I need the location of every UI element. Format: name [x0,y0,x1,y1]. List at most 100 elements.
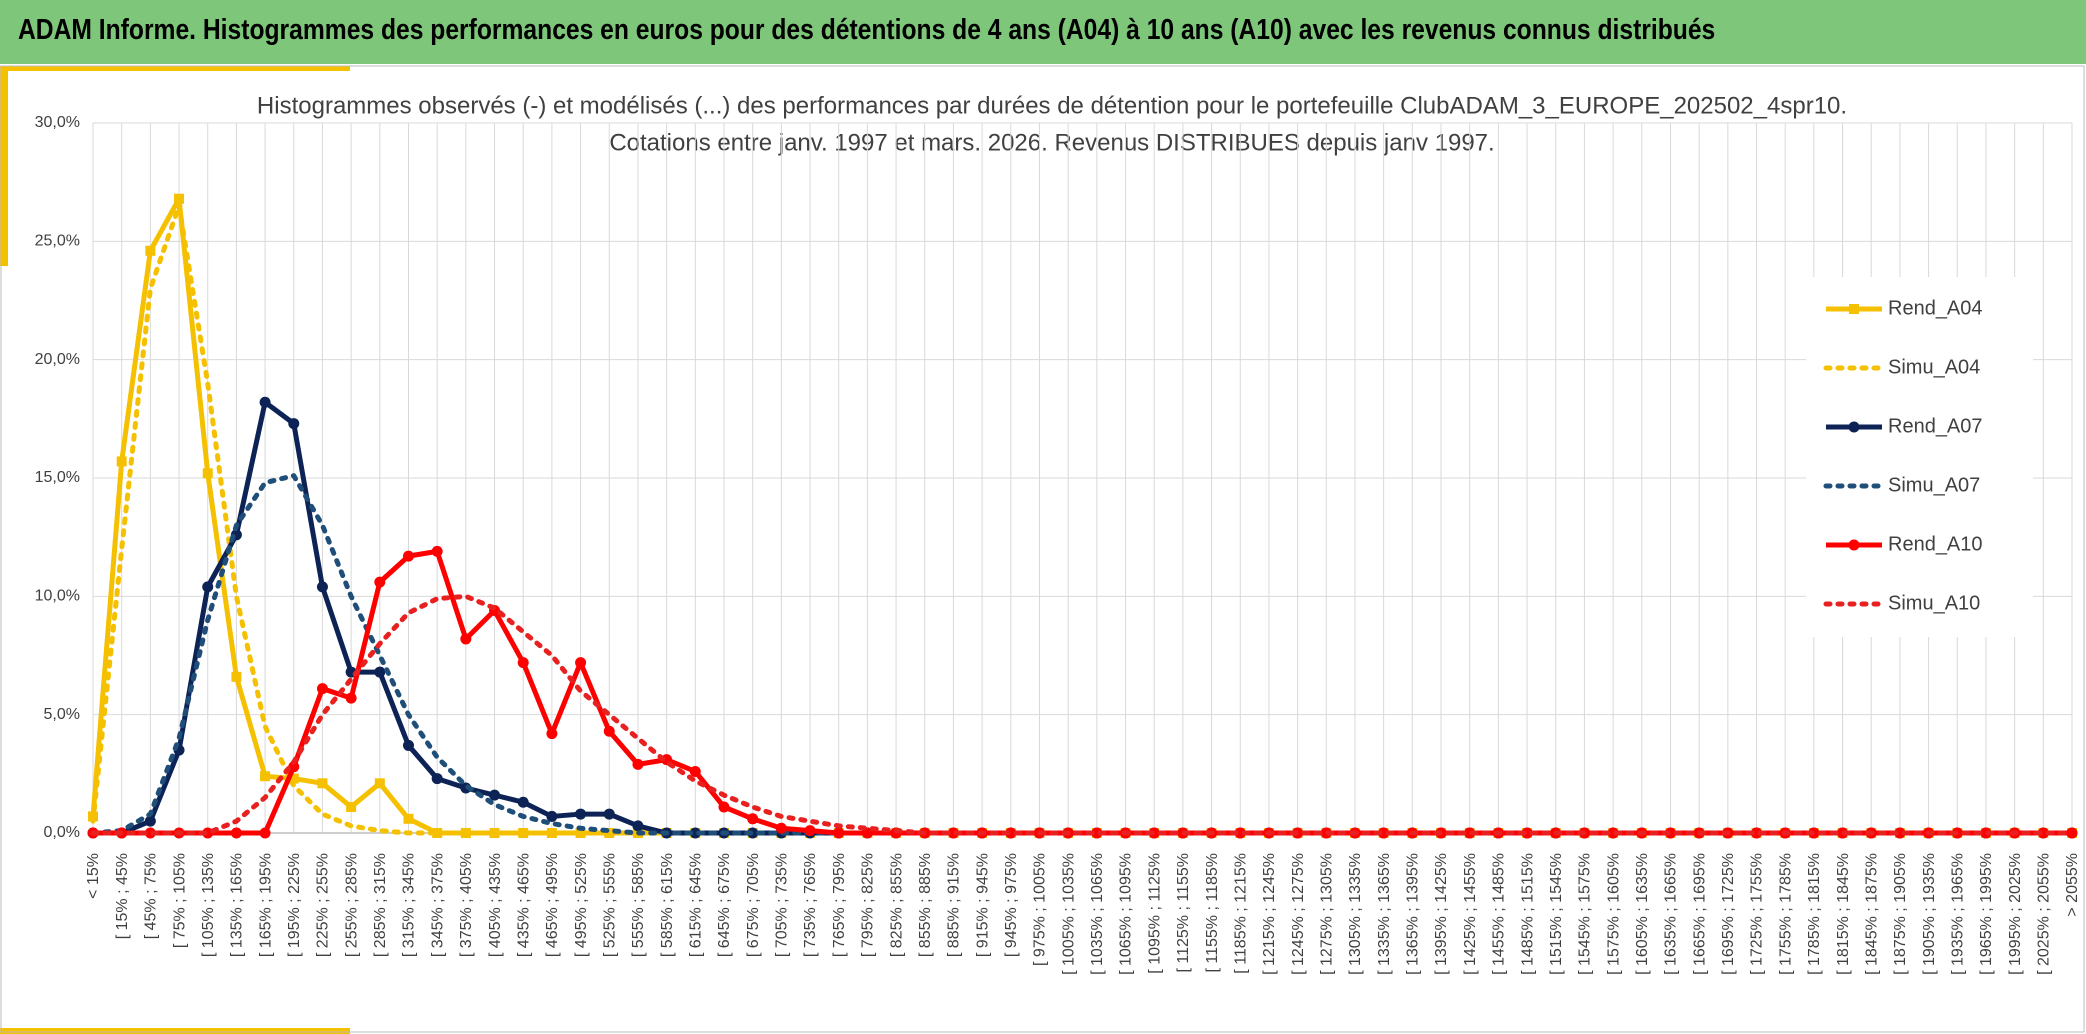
x-tick-label: [ 1485% ; 1515% [1519,853,1536,975]
marker [575,657,587,669]
marker [603,725,615,737]
chart-title: Histogrammes observés (-) et modélisés (… [257,92,1847,119]
x-tick-label: [ 795% ; 825% [860,853,877,957]
x-tick-label: [ 1425% ; 1455% [1462,853,1479,975]
x-tick-label: [ 45% ; 75% [143,853,160,939]
x-tick-label: [ 135% ; 165% [229,853,246,957]
legend-marker [1848,421,1860,433]
marker [689,765,701,777]
x-tick-label: [ 1755% ; 1785% [1777,853,1794,975]
marker [804,825,816,837]
marker [259,396,271,408]
x-tick-label: [ 345% ; 375% [429,853,446,957]
x-tick-label: [ 1875% ; 1905% [1892,853,1909,975]
marker [144,815,156,827]
legend-label: Rend_A04 [1888,297,1983,319]
y-tick-label: 20,0% [35,351,80,368]
legend-label: Rend_A10 [1888,533,1983,555]
marker [546,810,558,822]
x-tick-label: [ 225% ; 255% [315,853,332,957]
marker [174,193,185,204]
x-tick-label: [ 1455% ; 1485% [1491,853,1508,975]
x-tick-label: [ 15% ; 45% [114,853,131,939]
marker [1005,827,1017,839]
marker [402,550,414,562]
marker [202,581,214,593]
header-bar: ADAM Informe. Histogrammes des performan… [0,0,2086,64]
marker [374,666,386,678]
x-tick-label: [ 195% ; 225% [286,853,303,957]
marker [317,778,328,789]
marker [833,827,845,839]
marker [431,773,443,785]
marker [489,789,501,801]
y-tick-label: 30,0% [35,114,80,131]
marker [231,671,242,682]
x-tick-label: [ 1275% ; 1305% [1319,853,1336,975]
marker [288,773,299,784]
marker [1894,827,1906,839]
x-tick-label: [ 645% ; 675% [716,853,733,957]
x-tick-label: [ 1725% ; 1755% [1749,853,1766,975]
y-tick-label: 5,0% [44,706,80,723]
marker [259,827,271,839]
marker [1521,827,1533,839]
x-tick-label: [ 945% ; 975% [1003,853,1020,957]
x-tick-label: [ 435% ; 465% [515,853,532,957]
marker [517,657,529,669]
x-tick-label: [ 585% ; 615% [659,853,676,957]
marker [288,761,300,773]
marker [718,801,730,813]
x-tick-label: [ 1815% ; 1845% [1835,853,1852,975]
marker [947,827,959,839]
y-tick-label: 0,0% [44,824,80,841]
accent [0,66,8,266]
marker [1607,827,1619,839]
marker [116,456,127,467]
legend-label: Rend_A07 [1888,415,1983,437]
x-tick-label: [ 885% ; 915% [946,853,963,957]
x-tick-label: [ 735% ; 765% [802,853,819,957]
marker [2037,827,2049,839]
x-tick-label: [ 1335% ; 1365% [1376,853,1393,975]
x-tick-label: [ 975% ; 1005% [1032,853,1049,966]
x-tick-label: [ 1005% ; 1035% [1060,853,1077,975]
marker [288,418,300,430]
marker [747,813,759,825]
series-line [90,203,2075,836]
x-tick-label: [ 855% ; 885% [917,853,934,957]
legend-marker [1849,304,1859,314]
x-tick-label: [ 1305% ; 1335% [1347,853,1364,975]
x-tick-label: < 15% [85,853,102,899]
x-tick-label: [ 495% ; 525% [573,853,590,957]
marker [374,576,386,588]
legend-label: Simu_A07 [1888,474,1980,496]
accent [0,66,350,71]
marker [316,581,328,593]
x-tick-label: [ 1125% ; 1155% [1175,853,1192,973]
x-tick-label: [ 1935% ; 1965% [1949,853,1966,975]
marker [260,771,271,782]
legend-label: Simu_A10 [1888,592,1980,614]
header-title: ADAM Informe. Histogrammes des performan… [18,14,1716,46]
marker [432,828,443,838]
y-tick-label: 15,0% [35,469,80,486]
series-line [90,473,2075,836]
marker [546,728,558,740]
x-tick-label: [ 255% ; 285% [343,853,360,957]
marker [632,758,644,770]
marker [202,468,213,479]
marker [518,828,529,838]
marker [144,827,156,839]
y-tick-label: 10,0% [35,588,80,605]
marker [575,808,587,820]
x-tick-label: [ 1695% ; 1725% [1720,853,1737,975]
x-tick-label: [ 1845% ; 1875% [1863,853,1880,975]
x-tick-label: [ 1665% ; 1695% [1691,853,1708,975]
x-tick-label: [ 1965% ; 1995% [1978,853,1995,975]
x-tick-label: [ 615% ; 645% [688,853,705,957]
marker [460,633,472,645]
marker [689,827,701,839]
y-tick-label: 25,0% [35,233,80,250]
